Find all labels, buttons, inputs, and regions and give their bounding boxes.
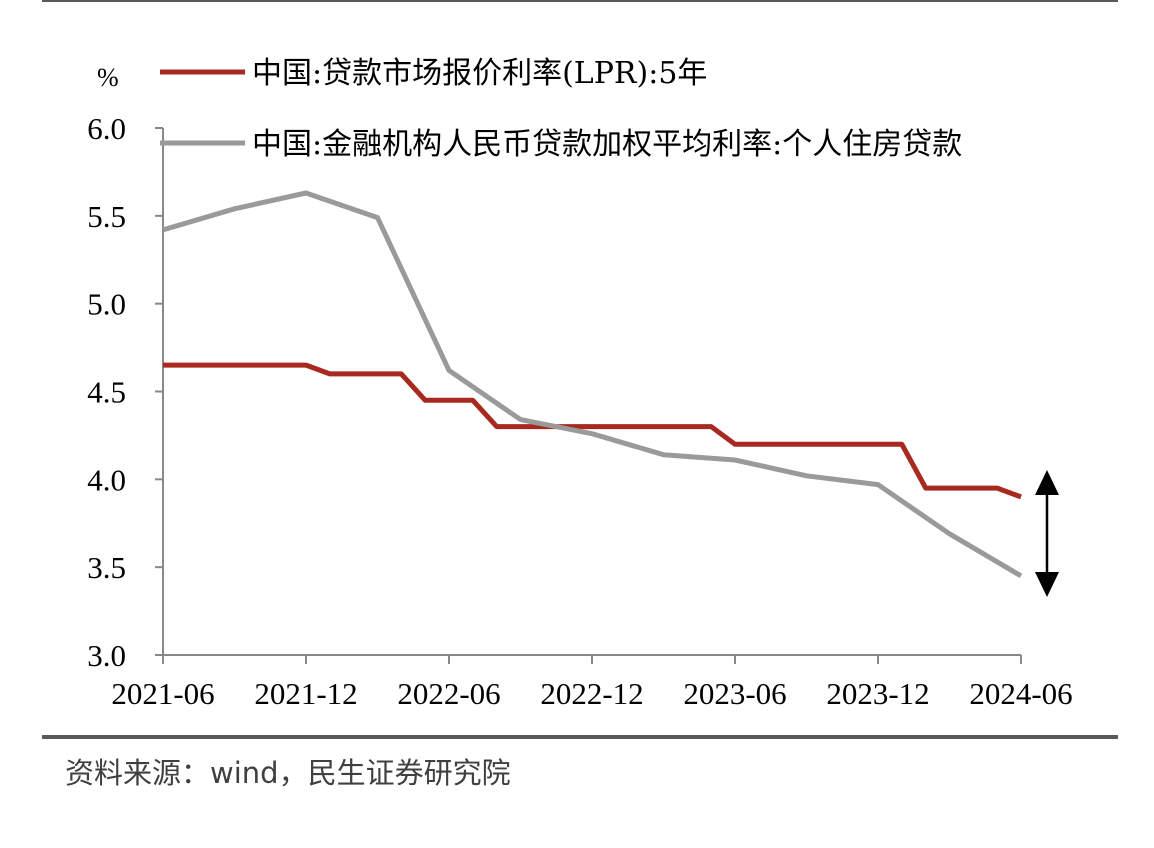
legend-label-lpr: 中国:贷款市场报价利率(LPR):5年 — [252, 56, 707, 91]
y-tick-label: 4.5 — [87, 375, 126, 410]
y-tick-label: 5.0 — [87, 287, 126, 322]
y-tick-label: 5.5 — [87, 199, 126, 234]
y-tick-label: 6.0 — [87, 111, 126, 146]
spread-arrow-head-down — [1035, 572, 1059, 597]
line-chart: 6.0 5.5 5.0 4.5 4.0 3.5 3.0 2021-06 2021-12 2022… — [87, 56, 1072, 711]
x-tick-label: 2022-06 — [397, 676, 500, 711]
source-note: 资料来源：wind，民生证券研究院 — [65, 756, 511, 790]
series-line-mortgage-rate — [162, 190, 1023, 579]
y-unit-label: % — [97, 63, 119, 92]
y-tick-label: 4.0 — [87, 462, 126, 497]
x-ticks: 2021-06 2021-12 2022-06 2022-12 2023-06 2023-… — [111, 655, 1073, 711]
x-tick-label: 2021-12 — [254, 676, 357, 711]
bottom-rule — [42, 735, 1118, 739]
x-tick-label: 2023-12 — [826, 676, 929, 711]
legend: 中国:贷款市场报价利率(LPR):5年 中国:金融机构人民币贷款加权平均利率:个… — [160, 56, 962, 162]
series-layer — [162, 190, 1023, 579]
y-tick-label: 3.0 — [87, 638, 126, 673]
spread-arrow — [1035, 470, 1059, 597]
x-tick-label: 2024-06 — [969, 676, 1072, 711]
top-rule — [42, 0, 1118, 2]
x-tick-label: 2022-12 — [540, 676, 643, 711]
y-ticks: 6.0 5.5 5.0 4.5 4.0 3.5 3.0 — [87, 111, 163, 673]
plot-area: 6.0 5.5 5.0 4.5 4.0 3.5 3.0 2021-06 2021-12 2022… — [87, 111, 1072, 711]
x-tick-label: 2021-06 — [111, 676, 214, 711]
legend-label-mortgage: 中国:金融机构人民币贷款加权平均利率:个人住房贷款 — [252, 127, 962, 162]
spread-arrow-head-up — [1035, 470, 1059, 495]
y-tick-label: 3.5 — [87, 550, 126, 585]
x-tick-label: 2023-06 — [683, 676, 786, 711]
series-line-lpr-5y — [163, 362, 1022, 500]
